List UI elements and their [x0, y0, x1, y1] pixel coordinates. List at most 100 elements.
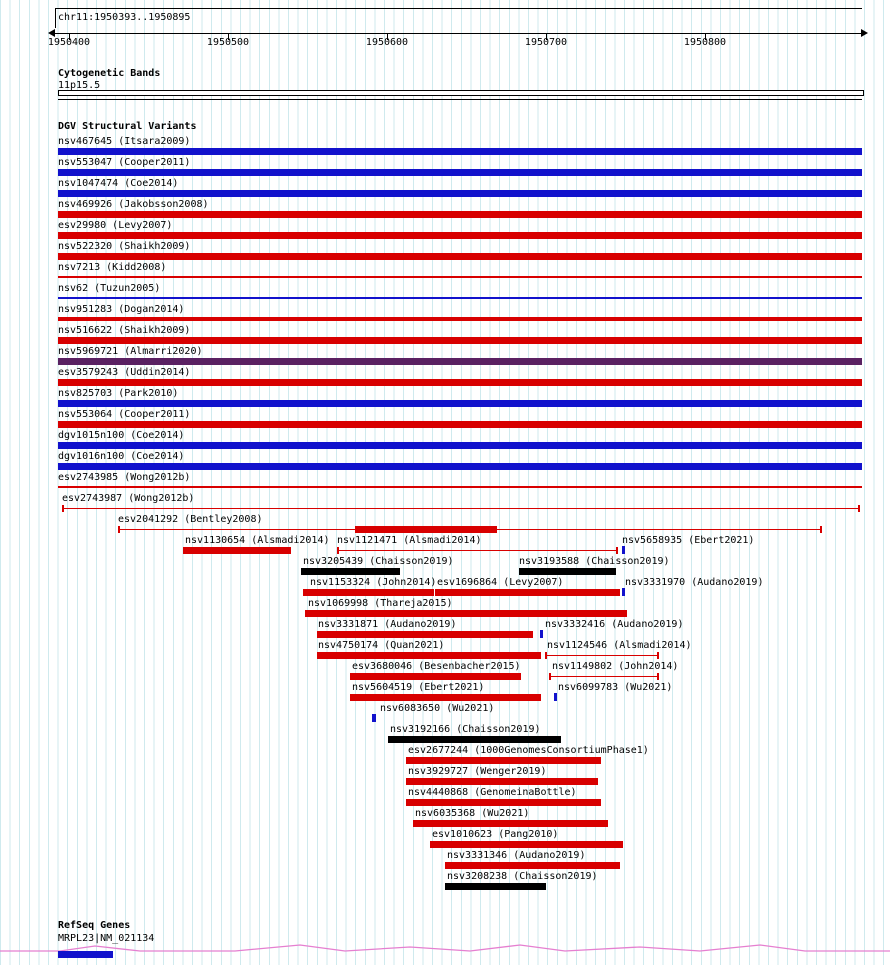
variant-bar[interactable]: [58, 276, 862, 278]
variant-label[interactable]: nsv553064 (Cooper2011): [58, 409, 191, 420]
variant-bar[interactable]: [430, 841, 623, 848]
refseq-gene-label[interactable]: MRPL23|NM_021134: [58, 933, 155, 944]
variant-bar[interactable]: [435, 589, 620, 596]
variant-label[interactable]: nsv3193588 (Chaisson2019): [519, 556, 670, 567]
variant-bar[interactable]: [58, 463, 862, 470]
variant-bar[interactable]: [58, 358, 862, 365]
variant-bar[interactable]: [622, 546, 625, 554]
variant-label[interactable]: nsv3208238 (Chaisson2019): [447, 871, 598, 882]
variant-label[interactable]: nsv3205439 (Chaisson2019): [303, 556, 454, 567]
variant-bar[interactable]: [305, 610, 627, 617]
variant-bar[interactable]: [58, 211, 862, 218]
variant-bar[interactable]: [406, 778, 598, 785]
variant-label[interactable]: nsv3192166 (Chaisson2019): [390, 724, 541, 735]
variant-row: nsv4440868 (GenomeinaBottle): [0, 787, 890, 808]
variant-label[interactable]: nsv6035368 (Wu2021): [415, 808, 530, 819]
variant-bar[interactable]: [388, 736, 561, 743]
variant-bar[interactable]: [58, 190, 862, 197]
variant-label[interactable]: nsv825703 (Park2010): [58, 388, 179, 399]
variant-label[interactable]: nsv3332416 (Audano2019): [545, 619, 684, 630]
variant-label[interactable]: nsv5969721 (Almarri2020): [58, 346, 203, 357]
variant-bar[interactable]: [58, 253, 862, 260]
variant-label[interactable]: nsv7213 (Kidd2008): [58, 262, 167, 273]
variant-bar[interactable]: [337, 547, 618, 554]
variant-label[interactable]: esv1010623 (Pang2010): [432, 829, 559, 840]
variant-label[interactable]: nsv3331871 (Audano2019): [318, 619, 457, 630]
variant-label[interactable]: nsv516622 (Shaikh2009): [58, 325, 191, 336]
variant-label[interactable]: nsv1130654 (Alsmadi2014): [185, 535, 330, 546]
variant-bar[interactable]: [519, 568, 616, 575]
variant-bar[interactable]: [58, 317, 862, 321]
variant-label[interactable]: nsv3929727 (Wenger2019): [408, 766, 547, 777]
variant-bar[interactable]: [545, 652, 659, 659]
variant-label[interactable]: nsv467645 (Itsara2009): [58, 136, 191, 147]
variant-label[interactable]: nsv1047474 (Coe2014): [58, 178, 179, 189]
variant-label[interactable]: esv2041292 (Bentley2008): [118, 514, 263, 525]
variant-label[interactable]: dgv1015n100 (Coe2014): [58, 430, 185, 441]
variant-row: esv3680046 (Besenbacher2015) nsv1149802 (…: [0, 661, 890, 682]
variant-row: nsv1047474 (Coe2014): [0, 178, 890, 199]
variant-bar[interactable]: [540, 630, 543, 638]
variant-label[interactable]: esv3680046 (Besenbacher2015): [352, 661, 521, 672]
variant-label[interactable]: nsv1153324 (John2014): [310, 577, 437, 588]
variant-row: esv29980 (Levy2007): [0, 220, 890, 241]
variant-label[interactable]: nsv951283 (Dogan2014): [58, 304, 185, 315]
variant-bar[interactable]: [445, 883, 546, 890]
variant-bar[interactable]: [303, 589, 434, 596]
variant-label[interactable]: nsv1149802 (John2014): [552, 661, 679, 672]
variant-label[interactable]: nsv1124546 (Alsmadi2014): [547, 640, 692, 651]
variant-bar[interactable]: [58, 486, 862, 488]
variant-bar[interactable]: [622, 588, 625, 596]
variant-bar[interactable]: [301, 568, 400, 575]
variant-label[interactable]: esv2743987 (Wong2012b): [62, 493, 195, 504]
variant-bar[interactable]: [406, 757, 601, 764]
cytoband-bar[interactable]: [58, 90, 864, 96]
variant-label[interactable]: esv1696864 (Levy2007): [437, 577, 564, 588]
variant-label[interactable]: nsv553047 (Cooper2011): [58, 157, 191, 168]
variant-label[interactable]: nsv5658935 (Ebert2021): [622, 535, 755, 546]
variant-label[interactable]: nsv4750174 (Quan2021): [318, 640, 445, 651]
variant-bar[interactable]: [58, 421, 862, 428]
variant-bar[interactable]: [355, 526, 497, 533]
variant-bar[interactable]: [62, 505, 860, 512]
variant-range-line: [64, 508, 858, 509]
variant-label[interactable]: nsv469926 (Jakobsson2008): [58, 199, 209, 210]
variant-label[interactable]: nsv522320 (Shaikh2009): [58, 241, 191, 252]
variant-label[interactable]: nsv4440868 (GenomeinaBottle): [408, 787, 577, 798]
variant-bar[interactable]: [554, 693, 557, 701]
variant-bar[interactable]: [58, 148, 862, 155]
variant-bar[interactable]: [549, 673, 659, 680]
variant-label[interactable]: esv2677244 (1000GenomesConsortiumPhase1): [408, 745, 649, 756]
variant-bar[interactable]: [350, 694, 541, 701]
variant-bar[interactable]: [58, 169, 862, 176]
variant-label[interactable]: dgv1016n100 (Coe2014): [58, 451, 185, 462]
variant-bar[interactable]: [58, 337, 862, 344]
variant-label[interactable]: esv29980 (Levy2007): [58, 220, 173, 231]
variant-bar[interactable]: [58, 400, 862, 407]
variant-label[interactable]: nsv6099783 (Wu2021): [558, 682, 673, 693]
variant-label[interactable]: nsv1069998 (Thareja2015): [308, 598, 453, 609]
variant-label[interactable]: nsv6083650 (Wu2021): [380, 703, 495, 714]
variant-row: nsv6035368 (Wu2021): [0, 808, 890, 829]
variant-label[interactable]: esv3579243 (Uddin2014): [58, 367, 191, 378]
variant-label[interactable]: nsv3331970 (Audano2019): [625, 577, 764, 588]
variant-bar[interactable]: [445, 862, 620, 869]
variant-bar[interactable]: [58, 232, 862, 239]
variant-bar[interactable]: [406, 799, 601, 806]
variant-row: nsv1130654 (Alsmadi2014) nsv1121471 (Alsm…: [0, 535, 890, 556]
variant-bar[interactable]: [58, 442, 862, 449]
variant-label[interactable]: nsv3331346 (Audano2019): [447, 850, 586, 861]
variant-bar[interactable]: [372, 714, 376, 722]
variant-label[interactable]: esv2743985 (Wong2012b): [58, 472, 191, 483]
variant-bar[interactable]: [413, 820, 608, 827]
variant-label[interactable]: nsv5604519 (Ebert2021): [352, 682, 485, 693]
variant-bar[interactable]: [58, 297, 862, 299]
variant-label[interactable]: nsv62 (Tuzun2005): [58, 283, 161, 294]
variant-bar[interactable]: [350, 673, 521, 680]
variant-label[interactable]: nsv1121471 (Alsmadi2014): [337, 535, 482, 546]
variant-bar[interactable]: [317, 652, 541, 659]
variant-bar[interactable]: [58, 379, 862, 386]
variant-bar[interactable]: [183, 547, 291, 554]
refseq-gene-bar[interactable]: [58, 951, 113, 958]
variant-bar[interactable]: [317, 631, 533, 638]
